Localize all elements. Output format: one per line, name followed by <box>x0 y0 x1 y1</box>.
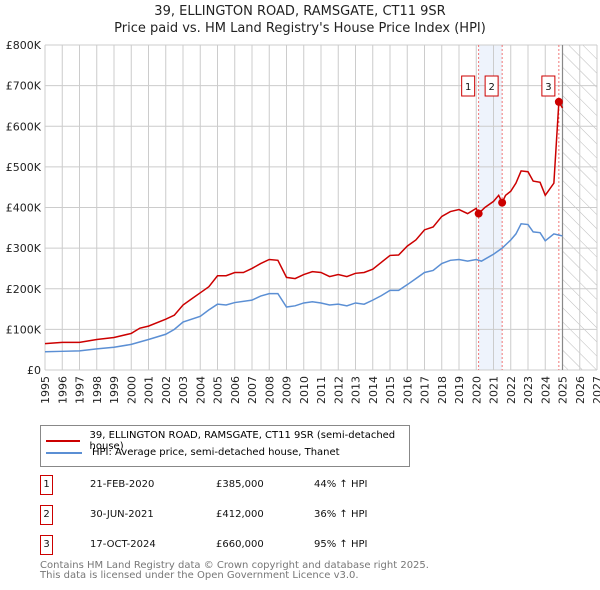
sale-hpi: 36% ↑ HPI <box>314 509 368 520</box>
x-tick-label: 2019 <box>453 376 466 404</box>
sale-point <box>498 198 507 207</box>
chart-subtitle: Price paid vs. HM Land Registry's House … <box>114 21 486 36</box>
sale-badge: 2 <box>40 505 53 525</box>
x-tick-label: 2022 <box>505 376 518 404</box>
x-tick-label: 2011 <box>315 376 328 404</box>
x-tick-label: 1997 <box>74 376 87 404</box>
x-tick-label: 1999 <box>108 376 121 404</box>
footer-line1: Contains HM Land Registry data © Crown c… <box>40 560 429 571</box>
footer-line2: This data is licensed under the Open Gov… <box>40 570 359 581</box>
x-tick-label: 2010 <box>298 376 311 404</box>
y-tick-label: £400K <box>6 202 42 215</box>
sale-label-box <box>484 75 499 97</box>
chart-title: 39, ELLINGTON ROAD, RAMSGATE, CT11 9SR <box>154 4 446 19</box>
x-tick-label: 2026 <box>574 376 587 404</box>
price-chart: 1995 1996 1997 1998 1999 2000 2001 2002 2003 2004… <box>6 39 600 404</box>
y-tick-label: £100K <box>6 323 42 336</box>
legend-blue-line <box>46 451 82 454</box>
sale-price: £660,000 <box>216 539 264 550</box>
sale-badge: 3 <box>40 535 53 555</box>
sale-date: 30-JUN-2021 <box>90 509 154 520</box>
sale-hpi: 95% ↑ HPI <box>314 539 368 550</box>
x-tick-label: 2020 <box>470 376 483 404</box>
sale-label: 1 <box>465 82 471 93</box>
sale-row: 3 17-OCT-2024 £660,000 95% ↑ HPI <box>40 535 600 555</box>
y-tick-label: £300K <box>6 242 42 255</box>
x-tick-label: 2012 <box>332 376 345 404</box>
x-tick-label: 2014 <box>367 376 380 404</box>
sale-price: £412,000 <box>216 509 264 520</box>
y-tick-label: £0 <box>27 364 41 377</box>
sale-label: 2 <box>488 82 494 93</box>
x-tick-label: 1996 <box>56 376 69 404</box>
sale-point <box>554 97 563 106</box>
y-tick-label: £800K <box>6 39 42 52</box>
sale-price: £385,000 <box>216 479 264 490</box>
sale-hpi: 44% ↑ HPI <box>314 479 368 490</box>
sale-row: 2 30-JUN-2021 £412,000 36% ↑ HPI <box>40 505 600 525</box>
sale-point <box>474 209 483 218</box>
x-tick-label: 2007 <box>246 376 259 404</box>
y-tick-label: £600K <box>6 120 42 133</box>
y-tick-label: £200K <box>6 283 42 296</box>
x-tick-label: 2002 <box>160 376 173 404</box>
hpi-line <box>44 222 563 353</box>
x-tick-label: 2005 <box>212 376 225 404</box>
y-tick-label: £500K <box>6 161 42 174</box>
x-tick-label: 2021 <box>488 376 501 404</box>
x-tick-label: 2001 <box>143 376 156 404</box>
legend-hpi: HPI: Average price, semi-detached house,… <box>92 447 340 458</box>
x-tick-label: 2016 <box>401 376 414 404</box>
x-tick-label: 2024 <box>539 376 552 404</box>
x-tick-label: 2015 <box>384 376 397 404</box>
x-tick-label: 2008 <box>263 376 276 404</box>
x-tick-label: 1995 <box>39 376 52 404</box>
x-tick-label: 2017 <box>419 376 432 404</box>
sale-row: 1 21-FEB-2020 £385,000 44% ↑ HPI <box>40 475 600 495</box>
property-price-line <box>44 99 564 345</box>
x-tick-label: 2009 <box>281 376 294 404</box>
sale-date: 17-OCT-2024 <box>90 539 156 550</box>
sale-date: 21-FEB-2020 <box>90 479 155 490</box>
legend: 39, ELLINGTON ROAD, RAMSGATE, CT11 9SR (… <box>40 425 410 467</box>
x-tick-label: 2018 <box>436 376 449 404</box>
x-tick-label: 1998 <box>91 376 104 404</box>
footer: Contains HM Land Registry data © Crown c… <box>40 561 429 581</box>
y-tick-label: £700K <box>6 80 42 93</box>
x-tick-label: 2025 <box>557 376 570 404</box>
sale-label-box <box>541 75 556 97</box>
x-tick-label: 2004 <box>194 376 207 404</box>
sale-label: 3 <box>545 82 551 93</box>
legend-red-line <box>46 440 80 442</box>
sale-label-box <box>461 75 476 97</box>
sale-badge: 1 <box>40 475 53 495</box>
x-tick-label: 2023 <box>522 376 535 404</box>
x-tick-label: 2027 <box>591 376 600 404</box>
x-tick-label: 2013 <box>350 376 363 404</box>
legend-property: 39, ELLINGTON ROAD, RAMSGATE, CT11 9SR (… <box>89 430 396 452</box>
x-tick-label: 2006 <box>229 376 242 404</box>
x-tick-label: 2000 <box>125 376 138 404</box>
x-tick-label: 2003 <box>177 376 190 404</box>
